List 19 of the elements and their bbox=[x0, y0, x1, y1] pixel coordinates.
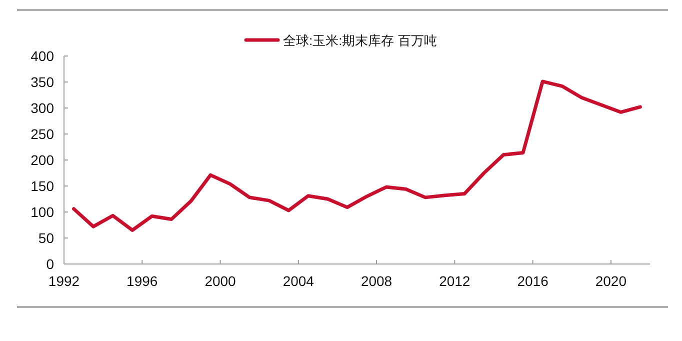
y-tick-label: 300 bbox=[30, 100, 54, 116]
legend-label: 全球:玉米:期末库存 百万吨 bbox=[283, 33, 437, 48]
x-tick-label: 2000 bbox=[204, 273, 236, 289]
y-tick-label: 150 bbox=[30, 178, 54, 194]
y-tick-label: 50 bbox=[38, 230, 54, 246]
x-tick-label: 2020 bbox=[595, 273, 627, 289]
x-tick-label: 1992 bbox=[48, 273, 80, 289]
y-tick-label: 200 bbox=[30, 152, 54, 168]
y-tick-label: 100 bbox=[30, 204, 54, 220]
x-tick-label: 2016 bbox=[517, 273, 549, 289]
y-tick-label: 0 bbox=[46, 256, 54, 272]
x-tick-label: 2008 bbox=[360, 273, 392, 289]
x-tick-label: 2012 bbox=[439, 273, 470, 289]
y-tick-label: 400 bbox=[30, 48, 54, 64]
line-series bbox=[72, 80, 642, 232]
x-tick-label: 2004 bbox=[282, 273, 314, 289]
x-tick-label: 1996 bbox=[126, 273, 158, 289]
y-tick-label: 250 bbox=[30, 126, 54, 142]
y-tick-label: 350 bbox=[30, 74, 54, 90]
